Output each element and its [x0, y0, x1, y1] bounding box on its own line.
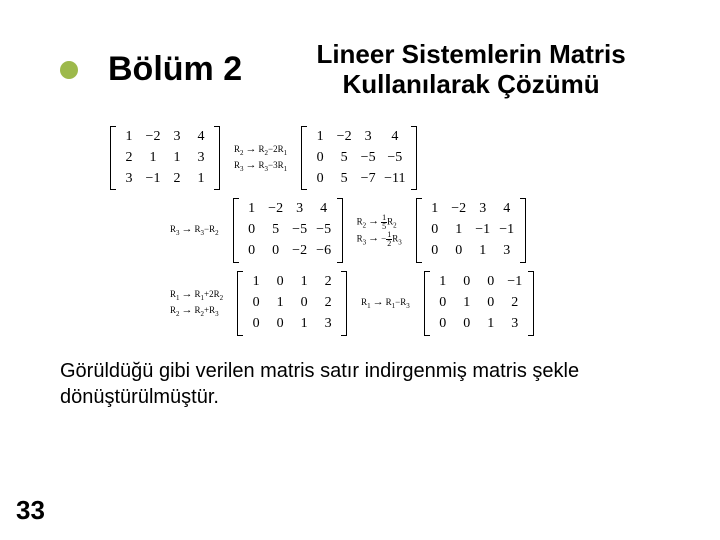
math-row: 1−23421133−121R2→R2−2R1R3→R3−3R11−23405−… — [110, 126, 660, 191]
matrix-cell: 0 — [268, 242, 284, 261]
matrix-cell: 1 — [475, 242, 491, 261]
matrix-cell: 1 — [459, 294, 475, 313]
matrix-cell: −2 — [268, 200, 284, 219]
matrix: 101201020013 — [237, 271, 347, 336]
matrix-cell: 1 — [435, 273, 451, 292]
section-title: Bölüm 2 — [108, 50, 242, 89]
matrix-cell: 0 — [451, 242, 467, 261]
matrix-cell: 2 — [320, 273, 336, 292]
matrix-cell: 1 — [193, 170, 209, 189]
header: Bölüm 2 Lineer Sistemlerin Matris Kullan… — [0, 0, 720, 110]
row-operations: R2→15R2R3→−12R3 — [357, 214, 402, 248]
matrix-cell: 3 — [292, 200, 308, 219]
matrix-cell: 3 — [193, 149, 209, 168]
matrix-cell: 3 — [320, 315, 336, 334]
matrix-cell: 3 — [507, 315, 523, 334]
matrix-cell: −1 — [145, 170, 161, 189]
matrix-cell: 4 — [384, 128, 405, 147]
matrix-cell: −2 — [336, 128, 352, 147]
matrix-cell: 2 — [121, 149, 137, 168]
matrix-cell: 0 — [459, 315, 475, 334]
matrix-cell: −11 — [384, 170, 405, 189]
matrix: 1−23405−5−500−2−6 — [233, 198, 343, 263]
matrix-cell: 4 — [499, 200, 515, 219]
matrix-cell: 5 — [268, 221, 284, 240]
row-operations: R1→R1−R3 — [361, 295, 410, 312]
matrix-cell: 0 — [483, 273, 499, 292]
matrix-cell: −1 — [475, 221, 491, 240]
math-area: 1−23421133−121R2→R2−2R1R3→R3−3R11−23405−… — [0, 110, 720, 352]
row-operations: R3→R3−R2 — [170, 222, 219, 239]
matrix-cell: 1 — [145, 149, 161, 168]
matrix-cell: 1 — [296, 273, 312, 292]
matrix-cell: 3 — [499, 242, 515, 261]
bullet-icon — [60, 61, 78, 79]
matrix-cell: −7 — [360, 170, 376, 189]
matrix-cell: 0 — [459, 273, 475, 292]
matrix-cell: 4 — [193, 128, 209, 147]
matrix-cell: 0 — [272, 273, 288, 292]
matrix-cell: 3 — [360, 128, 376, 147]
matrix-cell: 5 — [336, 149, 352, 168]
matrix-cell: −5 — [316, 221, 332, 240]
matrix-cell: −2 — [451, 200, 467, 219]
matrix-cell: −1 — [499, 221, 515, 240]
matrix-cell: 0 — [427, 242, 443, 261]
row-operations: R2→R2−2R1R3→R3−3R1 — [234, 142, 287, 175]
matrix: 1−23401−1−10013 — [416, 198, 526, 263]
matrix-cell: 1 — [451, 221, 467, 240]
matrix: 100−101020013 — [424, 271, 534, 336]
matrix-cell: 0 — [427, 221, 443, 240]
matrix-cell: 0 — [272, 315, 288, 334]
matrix-cell: −6 — [316, 242, 332, 261]
matrix-cell: −2 — [292, 242, 308, 261]
matrix-cell: 1 — [312, 128, 328, 147]
math-row: R1→R1+2R2R2→R2+R3101201020013R1→R1−R3100… — [110, 271, 660, 336]
row-operations: R1→R1+2R2R2→R2+R3 — [170, 287, 223, 320]
matrix: 1 −2 34 05 −5 −5 05 −7 −11 — [301, 126, 416, 191]
footer-text: Görüldüğü gibi verilen matris satır indi… — [0, 352, 720, 416]
matrix-cell: 0 — [248, 315, 264, 334]
matrix-cell: 0 — [435, 315, 451, 334]
matrix-cell: −5 — [384, 149, 405, 168]
matrix-cell: 0 — [244, 242, 260, 261]
matrix-cell: 3 — [169, 128, 185, 147]
math-row: R3→R3−R21−23405−5−500−2−6R2→15R2R3→−12R3… — [110, 198, 660, 263]
page-number: 33 — [16, 495, 45, 526]
matrix-cell: 1 — [272, 294, 288, 313]
matrix-cell: 0 — [296, 294, 312, 313]
matrix-cell: 1 — [121, 128, 137, 147]
matrix: 1−23421133−121 — [110, 126, 220, 191]
matrix-cell: 2 — [320, 294, 336, 313]
matrix-cell: 1 — [483, 315, 499, 334]
matrix-cell: 3 — [121, 170, 137, 189]
matrix-cell: −1 — [507, 273, 523, 292]
matrix-cell: 3 — [475, 200, 491, 219]
matrix-cell: 1 — [169, 149, 185, 168]
matrix-cell: 0 — [435, 294, 451, 313]
matrix-cell: 0 — [312, 149, 328, 168]
matrix-cell: 2 — [169, 170, 185, 189]
matrix-cell: 1 — [248, 273, 264, 292]
matrix-cell: 4 — [316, 200, 332, 219]
matrix-cell: 0 — [312, 170, 328, 189]
matrix-cell: 5 — [336, 170, 352, 189]
matrix-cell: 0 — [483, 294, 499, 313]
matrix-cell: 0 — [244, 221, 260, 240]
matrix-cell: 1 — [296, 315, 312, 334]
matrix-cell: 1 — [427, 200, 443, 219]
page-header: Lineer Sistemlerin Matris Kullanılarak Ç… — [282, 40, 660, 100]
matrix-cell: 0 — [248, 294, 264, 313]
matrix-cell: −5 — [292, 221, 308, 240]
matrix-cell: −5 — [360, 149, 376, 168]
matrix-cell: 1 — [244, 200, 260, 219]
matrix-cell: 2 — [507, 294, 523, 313]
matrix-cell: −2 — [145, 128, 161, 147]
